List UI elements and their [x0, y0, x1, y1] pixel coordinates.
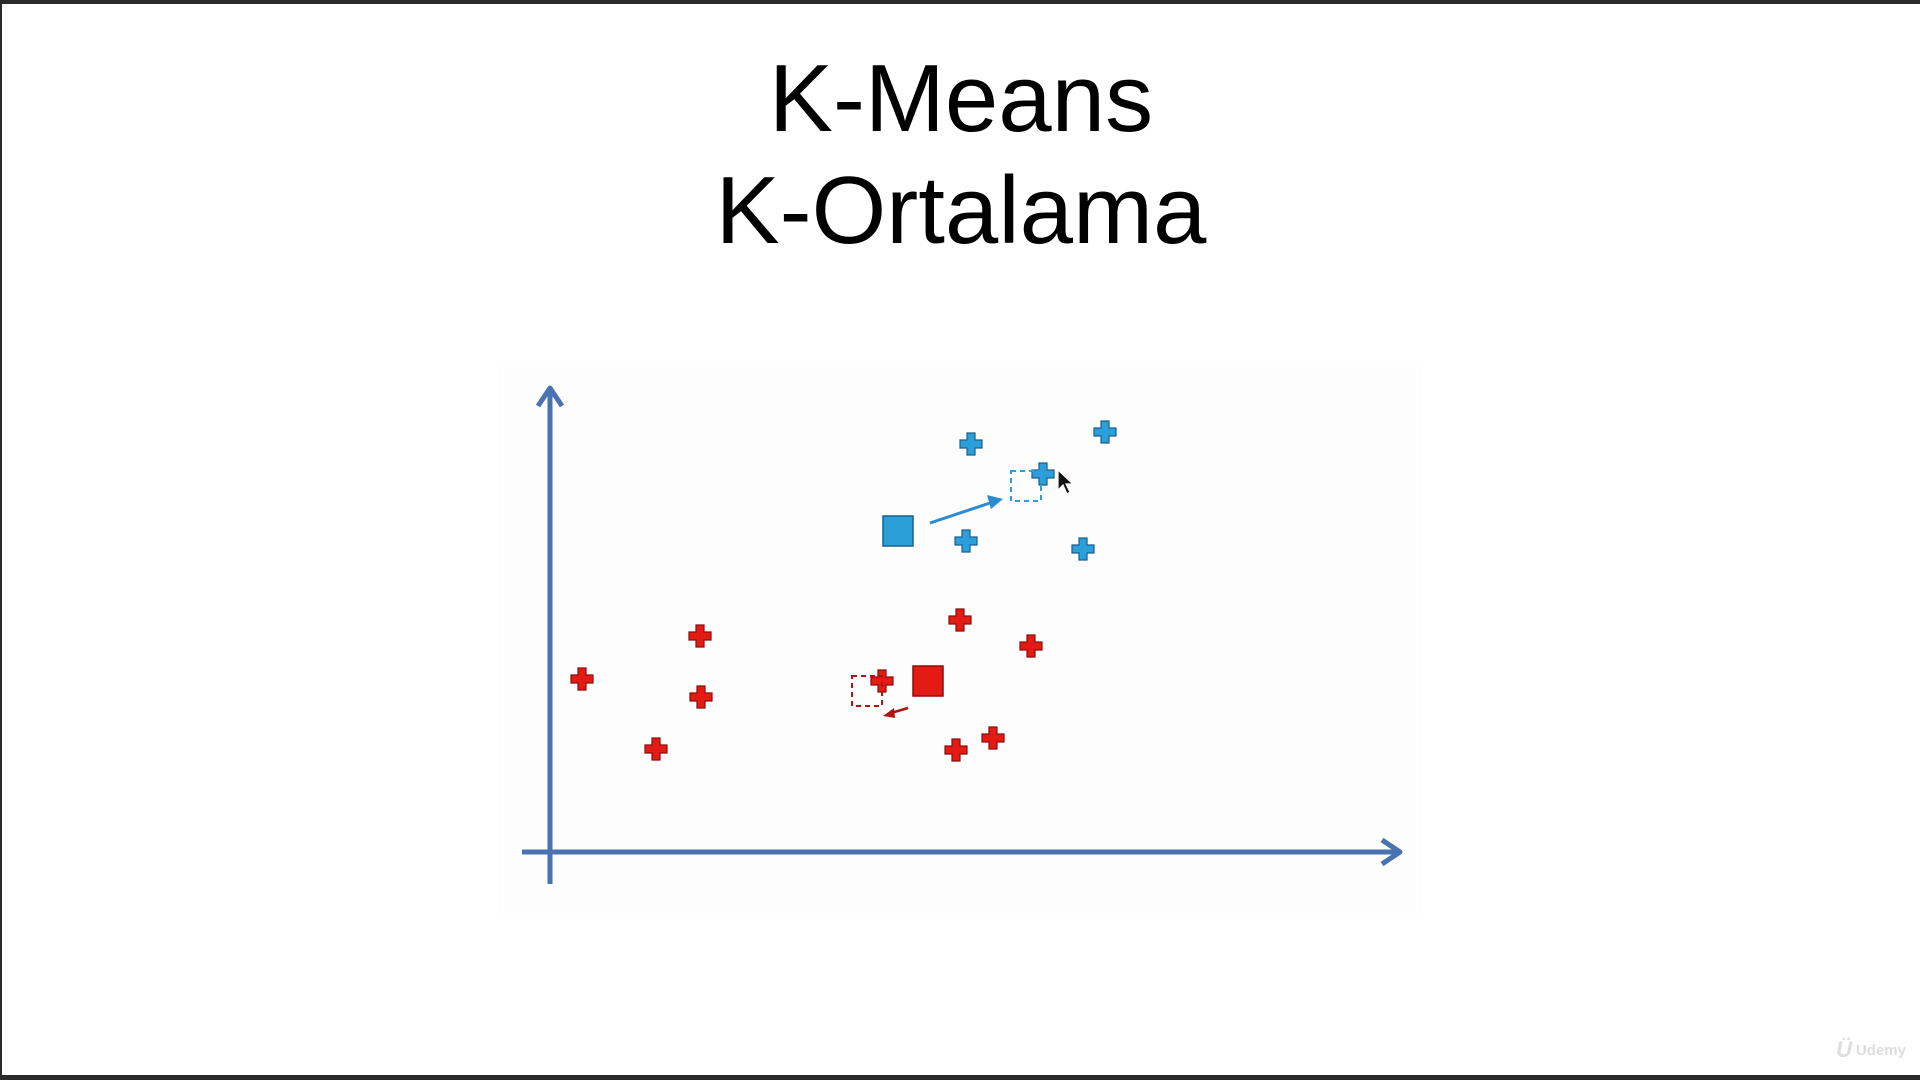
x-axis-arrowhead [1380, 837, 1403, 867]
slide-title-line1: K-Means [768, 45, 1154, 152]
red-point [1019, 634, 1043, 658]
red-centroid [912, 665, 944, 697]
udemy-watermark: Ü Udemy [1836, 1037, 1906, 1063]
red-point [644, 737, 668, 761]
kmeans-diagram [498, 366, 1422, 914]
kmeans-diagram-svg [522, 385, 1403, 884]
slide: K-Means K-Ortalama [2, 4, 1920, 1075]
blue-point [954, 529, 978, 553]
y-axis-arrowhead [535, 385, 565, 408]
mouse-pointer-icon [1057, 468, 1075, 495]
red-centroid-new [851, 675, 883, 707]
slide-title-line2: K-Ortalama [715, 157, 1207, 264]
blue-centroid [882, 515, 914, 547]
red-point [948, 608, 972, 632]
udemy-logo-icon: Ü [1836, 1037, 1852, 1062]
blue-point [959, 432, 983, 456]
blue-centroid-move-arrow [929, 501, 991, 525]
red-point [689, 685, 713, 709]
udemy-watermark-text: Udemy [1855, 1041, 1906, 1059]
red-point [688, 624, 712, 648]
red-point [570, 667, 594, 691]
blue-point [1093, 420, 1117, 444]
blue-point [1031, 462, 1055, 486]
red-point [870, 669, 894, 693]
red-centroid-move-arrowhead [883, 708, 895, 718]
red-point [944, 738, 968, 762]
blue-point [1071, 537, 1095, 561]
blue-centroid-move-arrowhead [987, 495, 1003, 509]
blue-centroid-new [1010, 470, 1042, 502]
red-point [981, 726, 1005, 750]
